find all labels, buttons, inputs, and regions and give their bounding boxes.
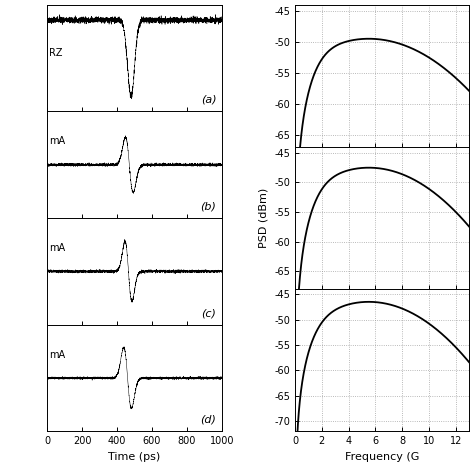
Y-axis label: PSD (dBm): PSD (dBm)	[258, 188, 269, 248]
Text: RZ: RZ	[49, 48, 63, 58]
Text: (a): (a)	[201, 95, 217, 105]
Text: mA: mA	[49, 243, 65, 253]
Text: (c): (c)	[201, 308, 217, 319]
Text: mA: mA	[49, 136, 65, 146]
Text: mA: mA	[49, 349, 65, 360]
X-axis label: Time (ps): Time (ps)	[109, 452, 161, 462]
X-axis label: Frequency (G: Frequency (G	[345, 452, 419, 462]
Text: (b): (b)	[201, 201, 217, 212]
Text: (d): (d)	[201, 415, 217, 425]
